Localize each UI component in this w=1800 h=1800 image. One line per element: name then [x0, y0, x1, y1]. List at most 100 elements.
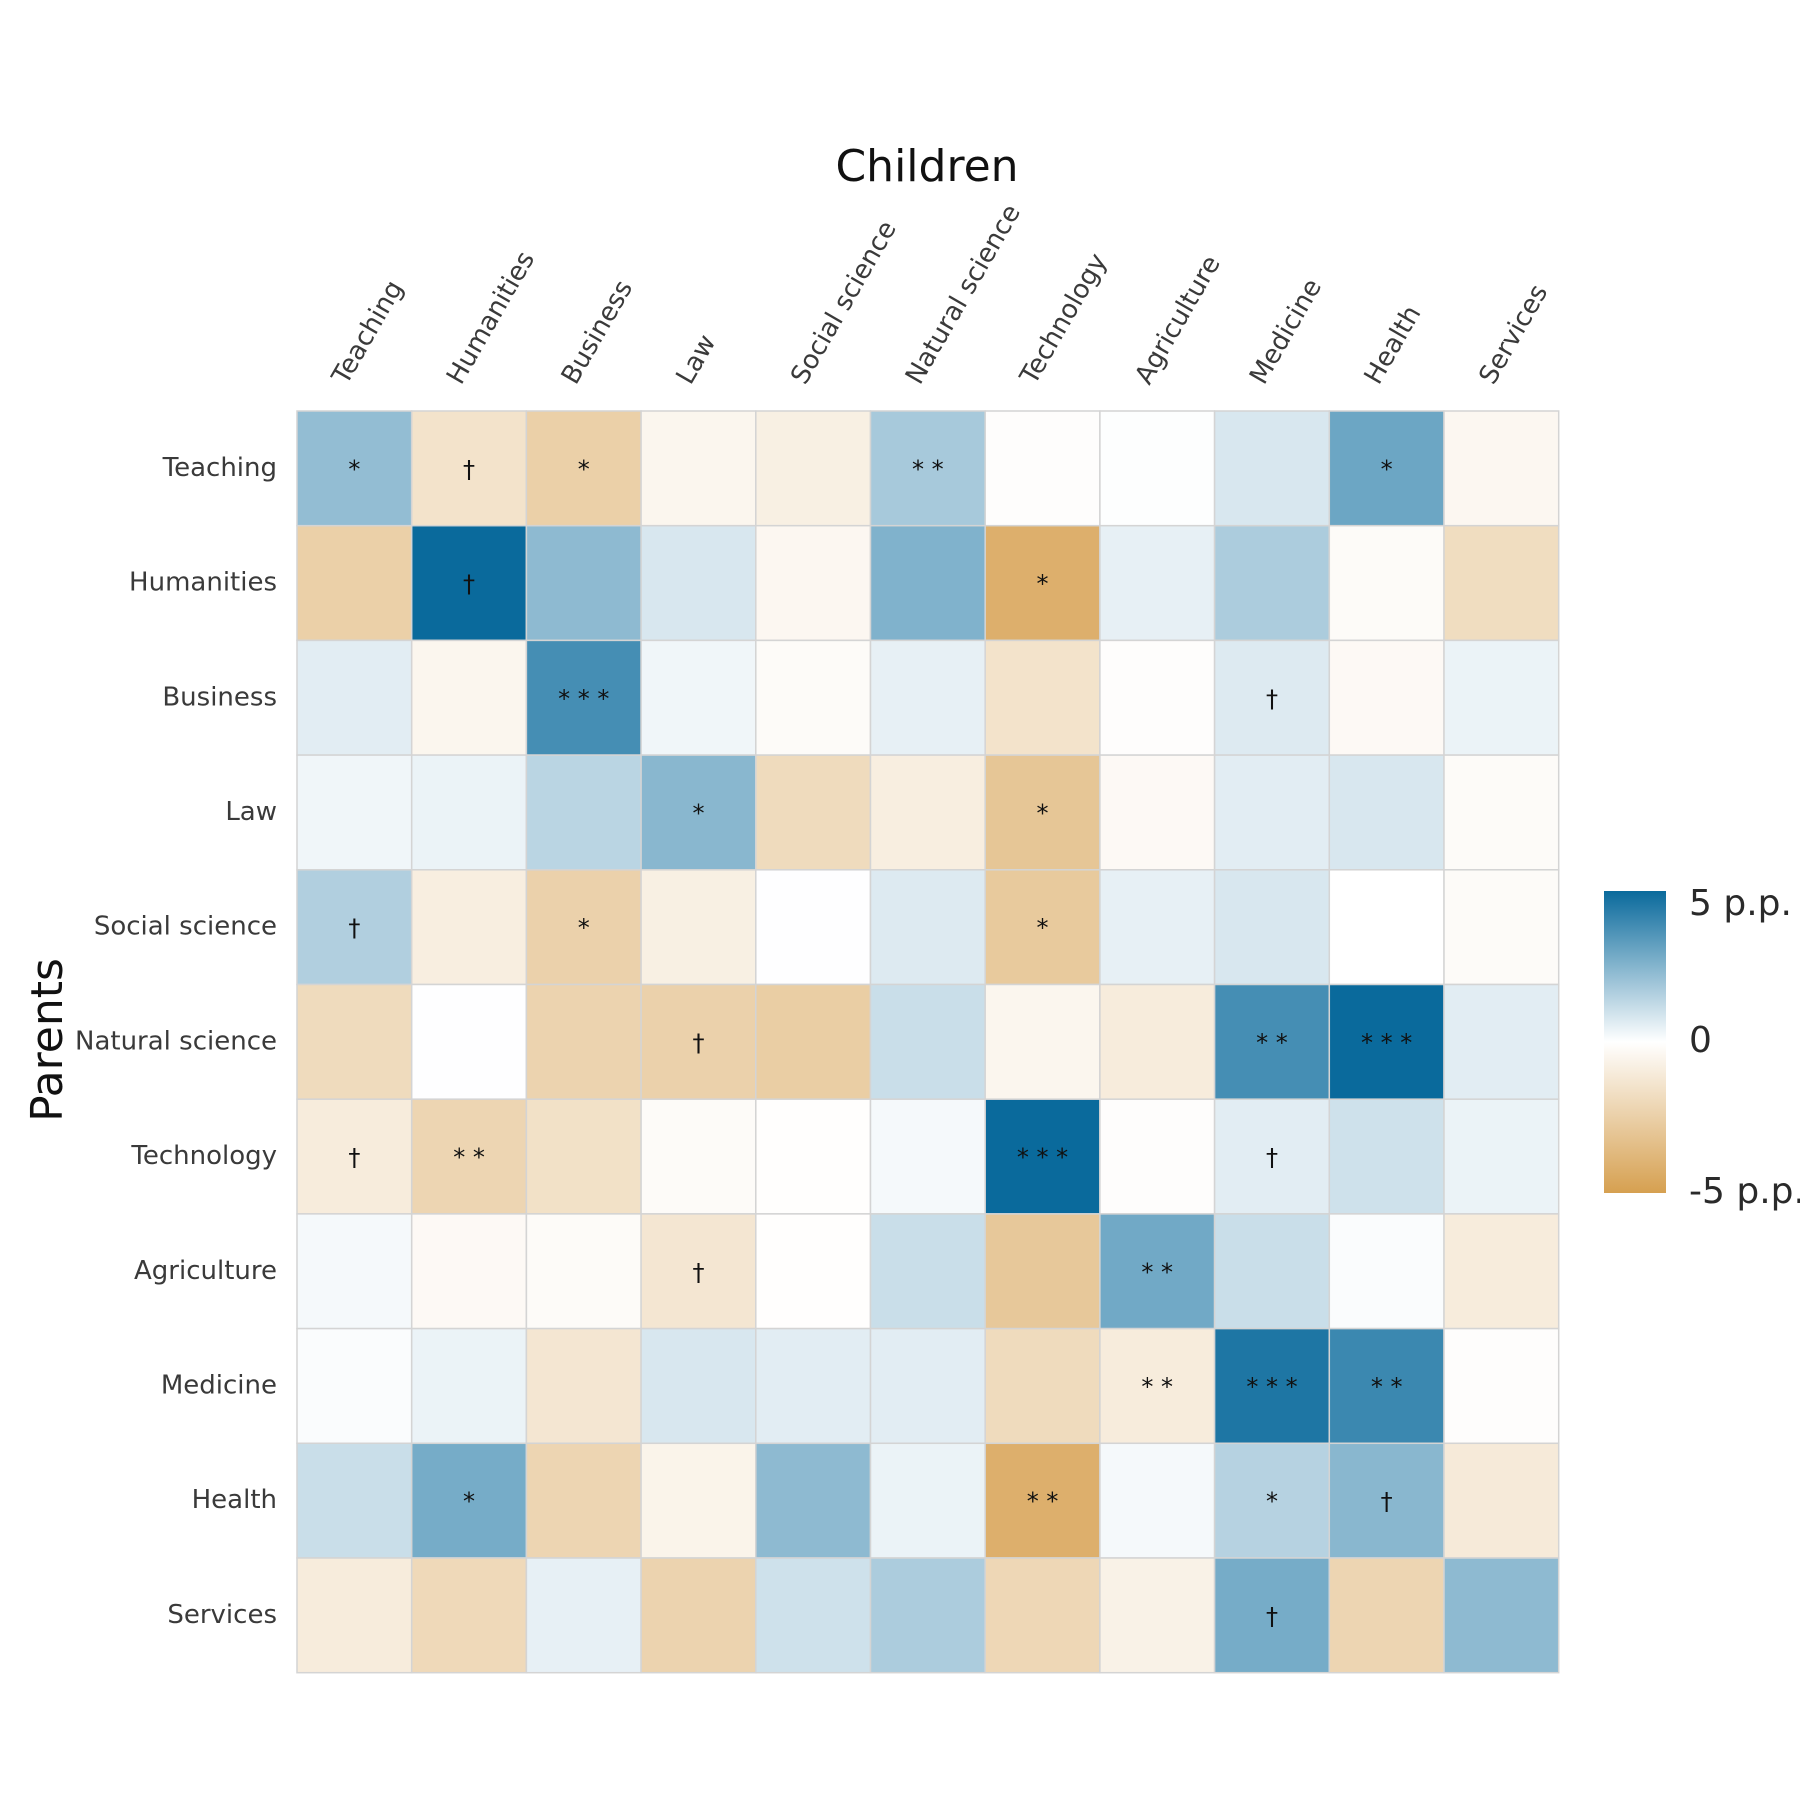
heatmap-cell [296, 1442, 413, 1559]
heatmap-cell [1328, 869, 1445, 986]
heatmap-cell [984, 639, 1101, 756]
heatmap-cell [1328, 410, 1445, 527]
heatmap-cell [984, 410, 1101, 527]
heatmap-cell [755, 754, 872, 871]
heatmap-cell [755, 1557, 872, 1674]
significance-marker: * * [1141, 1373, 1173, 1401]
colorbar-legend: 5 p.p. 0 -5 p.p. [1604, 883, 1800, 1212]
colorbar-max-label: 5 p.p. [1689, 883, 1792, 924]
heatmap-cell [1443, 639, 1560, 756]
heatmap-cell [1213, 524, 1331, 642]
x-tick-label: Natural science [900, 200, 1027, 390]
y-tick-label: Medicine [161, 1370, 277, 1400]
heatmap-cell [1099, 410, 1216, 527]
y-tick-label: Health [192, 1485, 277, 1515]
heatmap-cell [1099, 524, 1216, 642]
y-tick-label: Business [162, 682, 277, 712]
y-tick-label: Natural science [75, 1026, 277, 1056]
heatmap-cell [1099, 1213, 1216, 1330]
significance-marker: * * * [1361, 1029, 1412, 1057]
heatmap-cell [1328, 524, 1445, 642]
heatmap-cell [755, 1213, 872, 1330]
heatmap-cell [755, 524, 872, 642]
heatmap-cell [869, 524, 986, 642]
x-tick-label: Social science [785, 216, 903, 390]
significance-marker: * * [1027, 1488, 1059, 1516]
significance-marker: * [1037, 570, 1049, 598]
heatmap-cell [640, 1327, 757, 1445]
heatmap-cell [1443, 1098, 1560, 1215]
heatmap-cell [984, 1098, 1101, 1215]
heatmap-cell [1443, 1213, 1560, 1330]
heatmap-cell [410, 1557, 528, 1674]
x-tick-label: Services [1473, 280, 1554, 390]
heatmap-cell [640, 524, 757, 642]
significance-marker: † [1266, 685, 1278, 713]
significance-marker: * [578, 914, 590, 942]
significance-marker: * [1381, 455, 1393, 483]
heatmap-cell [1443, 983, 1560, 1100]
heatmap-cell [525, 983, 642, 1100]
heatmap-cell [1099, 1442, 1216, 1559]
x-tick-label: Business [556, 275, 639, 389]
x-tick-label: Teaching [326, 275, 410, 390]
significance-marker: † [1266, 1144, 1278, 1172]
significance-marker: † [692, 1029, 704, 1057]
x-tick-label: Health [1359, 301, 1428, 390]
heatmap-cell [869, 754, 986, 871]
heatmap-cell [640, 983, 757, 1100]
heatmap-cell [869, 410, 986, 527]
heatmap-cell [525, 1098, 642, 1215]
heatmap-cell [640, 1213, 757, 1330]
heatmap-cell [1328, 754, 1445, 871]
heatmap-cell [1099, 869, 1216, 986]
y-tick-label: Humanities [129, 568, 277, 598]
significance-marker: * * * [558, 685, 609, 713]
heatmap-cell [1099, 639, 1216, 756]
heatmap-cell [1443, 754, 1560, 871]
heatmap-cell [1443, 1557, 1560, 1674]
colorbar [1604, 891, 1666, 1193]
heatmap-cell [1328, 1327, 1445, 1445]
heatmap-cell [984, 754, 1101, 871]
heatmap-cell [984, 869, 1101, 986]
heatmap-cell [755, 410, 872, 527]
significance-marker: † [1381, 1488, 1393, 1516]
heatmap-cell [525, 754, 642, 871]
heatmap-cell [1213, 1557, 1331, 1674]
heatmap-cell [1099, 983, 1216, 1100]
heatmap-cell [640, 639, 757, 756]
heatmap-cell [296, 639, 413, 756]
heatmap-cell [296, 410, 413, 527]
x-axis-title: Children [835, 141, 1018, 192]
heatmap-cell [525, 1213, 642, 1330]
heatmap-cell [296, 1098, 413, 1215]
heatmap-cell [1213, 1327, 1331, 1445]
heatmap-cell [1213, 1098, 1331, 1215]
heatmap-cell [755, 1442, 872, 1559]
heatmap-cell [296, 983, 413, 1100]
heatmap-cell [410, 1327, 528, 1445]
heatmap-cell [869, 1557, 986, 1674]
heatmap-cell [1099, 1557, 1216, 1674]
heatmap-cell [296, 869, 413, 986]
heatmap-cell [640, 869, 757, 986]
heatmap-cell [755, 639, 872, 756]
significance-marker: † [348, 914, 360, 942]
heatmap-cell [410, 983, 528, 1100]
x-tick-labels: Teaching Humanities Business Law Social scie… [326, 200, 1554, 391]
heatmap-cell [869, 1442, 986, 1559]
significance-marker: * [1266, 1488, 1278, 1516]
heatmap-cell [410, 754, 528, 871]
heatmap-cell [410, 639, 528, 756]
heatmap-cell [1443, 524, 1560, 642]
heatmap-cell [525, 639, 642, 756]
heatmap-cells [296, 410, 1560, 1674]
y-tick-labels: Teaching Humanities Business Law Social scie… [75, 453, 277, 1630]
y-axis-title: Parents [22, 958, 73, 1122]
x-tick-label: Medicine [1244, 274, 1328, 390]
heatmap-cell [755, 1098, 872, 1215]
heatmap-cell [869, 1213, 986, 1330]
heatmap-cell [410, 1098, 528, 1215]
